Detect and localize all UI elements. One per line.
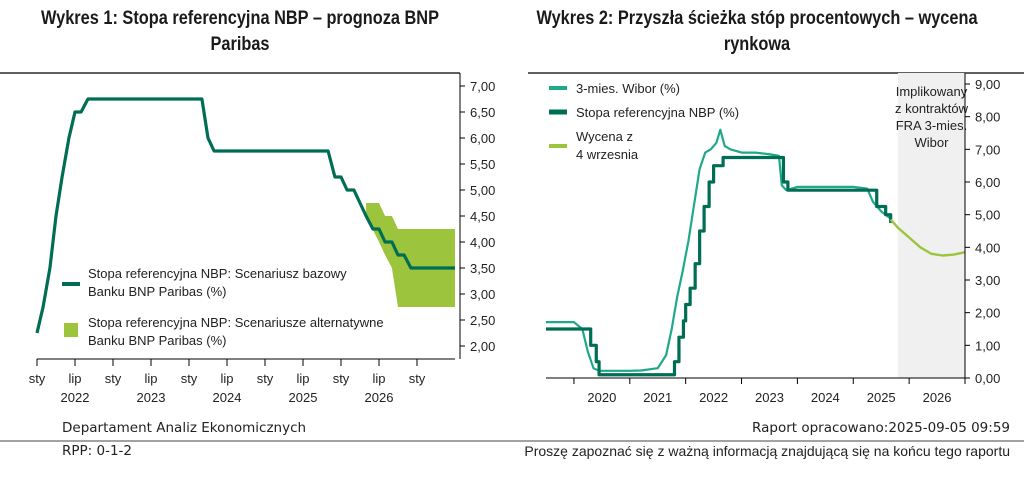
chart1-ytick-label: 6,50	[470, 105, 495, 120]
chart2-ytick-label: 4,00	[975, 240, 1000, 255]
chart1-ytick-label: 5,50	[470, 157, 495, 172]
chart2-ytick-label: 5,00	[975, 208, 1000, 223]
chart1-xtick-label: sty	[257, 371, 274, 386]
chart1-xtick-label: lip	[68, 371, 81, 386]
chart1-xtick-label: sty	[181, 371, 198, 386]
chart1-year-label: 2022	[61, 390, 90, 405]
chart1-ytick-label: 3,50	[470, 261, 495, 276]
chart2-xtick-label: 2026	[923, 390, 952, 405]
chart2-title: Wykres 2: Przyszła ścieżka stóp procento…	[536, 8, 978, 55]
chart2-shade-label: Wibor	[915, 135, 950, 150]
chart1-legend-alt-label-line2: Banku BNP Paribas (%)	[88, 333, 227, 348]
chart1-xtick-label: sty	[29, 371, 46, 386]
chart2-ytick-label: 7,00	[975, 142, 1000, 157]
chart2-xtick-label: 2025	[867, 390, 896, 405]
chart2-ytick-label: 8,00	[975, 110, 1000, 125]
footer-department: Departament Analiz Ekonomicznych	[62, 420, 307, 436]
chart2-ytick-label: 0,00	[975, 371, 1000, 386]
chart2-ytick-label: 1,00	[975, 338, 1000, 353]
chart2-xtick-label: 2023	[755, 390, 784, 405]
chart2-legend-pricing-label-line2: 4 wrzesnia	[576, 147, 639, 162]
footer-rpp: RPP: 0-1-2	[62, 443, 133, 459]
footer-report-date: Raport opracowano:2025-09-05 09:59	[752, 420, 1010, 436]
chart1-year-label: 2024	[213, 390, 242, 405]
chart2-xtick-label: 2021	[643, 390, 672, 405]
chart1-legend-alt-swatch	[64, 323, 78, 337]
chart1-legend-alt-label-line1: Stopa referencyjna NBP: Scenariusze alte…	[88, 315, 384, 330]
chart1-year-label: 2023	[137, 390, 166, 405]
chart1-xtick-label: sty	[105, 371, 122, 386]
footer-note: Proszę zapoznać się z ważną informacją z…	[524, 443, 1010, 459]
chart1-xtick-label: sty	[333, 371, 350, 386]
chart1-ytick-label: 2,00	[470, 339, 495, 354]
chart2-market-pricing-line	[889, 218, 966, 257]
chart2-xtick-label: 2022	[699, 390, 728, 405]
chart2-shade-label: FRA 3-mies.	[896, 118, 968, 133]
chart1-xtick-label: lip	[372, 371, 385, 386]
chart2-xtick-label: 2024	[811, 390, 840, 405]
chart2-shade-label: Implikowany	[896, 84, 968, 99]
chart2-forecast-shade	[897, 73, 965, 378]
chart1-legend-base-label-line2: Banku BNP Paribas (%)	[88, 284, 227, 299]
chart1-year-label: 2025	[289, 390, 318, 405]
chart1-xtick-label: lip	[296, 371, 309, 386]
chart2-nbp-rate-line	[546, 155, 893, 377]
chart2-ytick-label: 2,00	[975, 306, 1000, 321]
chart1-legend-base-label-line1: Stopa referencyjna NBP: Scenariusz bazow…	[88, 266, 347, 281]
chart1-xtick-label: lip	[144, 371, 157, 386]
chart1-xtick-label: sty	[409, 371, 426, 386]
chart2-ytick-label: 9,00	[975, 77, 1000, 92]
chart2-ytick-label: 6,00	[975, 175, 1000, 190]
chart1-ytick-label: 4,00	[470, 235, 495, 250]
chart1-ytick-label: 6,00	[470, 131, 495, 146]
chart1-alt-scenario-band	[366, 203, 455, 307]
chart2-legend-nbp-label: Stopa referencyjna NBP (%)	[576, 105, 739, 120]
chart1-ytick-label: 5,00	[470, 183, 495, 198]
chart2-xtick-label: 2020	[587, 390, 616, 405]
chart1-year-label: 2026	[365, 390, 394, 405]
chart1-ytick-label: 4,50	[470, 209, 495, 224]
chart2-legend-wibor-label: 3-mies. Wibor (%)	[576, 81, 680, 96]
chart1-base-scenario-line	[35, 97, 455, 334]
chart2-legend-pricing-label-line1: Wycena z	[576, 129, 633, 144]
chart1-ytick-label: 2,50	[470, 313, 495, 328]
chart1-title: Wykres 1: Stopa referencyjna NBP – progn…	[40, 8, 440, 55]
chart2-ytick-label: 3,00	[975, 273, 1000, 288]
chart1-xtick-label: lip	[220, 371, 233, 386]
chart1-ytick-label: 7,00	[470, 79, 495, 94]
chart1-ytick-label: 3,00	[470, 287, 495, 302]
chart2-shade-label: z kontraktów	[895, 101, 969, 116]
